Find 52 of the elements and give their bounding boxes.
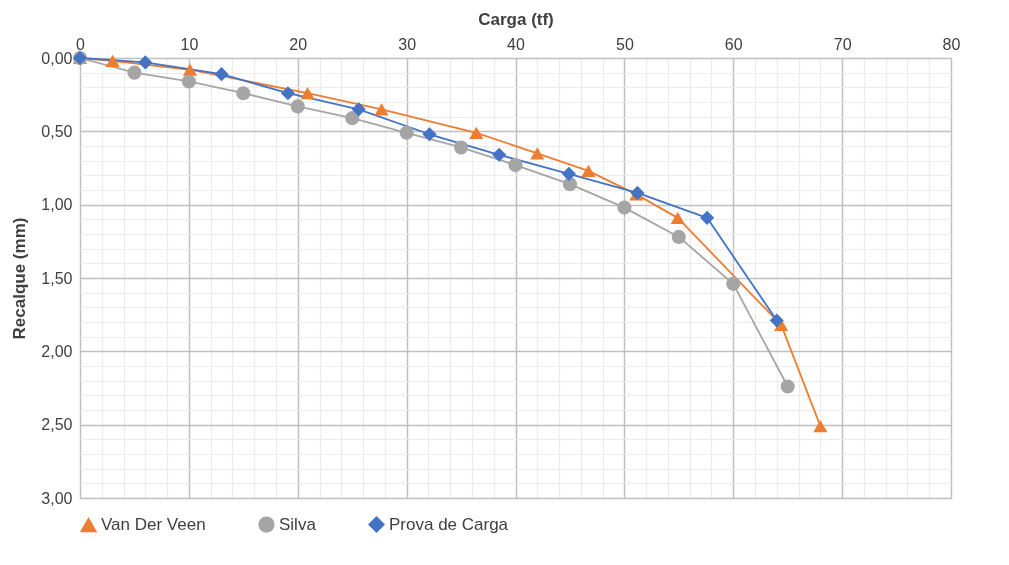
- point: [617, 200, 632, 215]
- point: [182, 63, 198, 76]
- point: [105, 54, 120, 68]
- point: [562, 177, 578, 192]
- point: [469, 126, 484, 139]
- point: [670, 211, 685, 224]
- point: [399, 125, 414, 140]
- point: [374, 103, 389, 116]
- point: [138, 55, 153, 70]
- point: [280, 86, 296, 101]
- point: [214, 67, 229, 82]
- point: [290, 99, 305, 114]
- x-tick-label: 20: [289, 35, 308, 53]
- x-tick-label: 0: [76, 35, 86, 53]
- y-tick-label: 0,00: [41, 49, 73, 67]
- x-tick-label: 70: [833, 35, 852, 53]
- point: [530, 147, 545, 160]
- point: [351, 102, 366, 117]
- point: [492, 147, 507, 162]
- point: [780, 379, 795, 394]
- y-tick-label: 1,50: [41, 269, 73, 287]
- point: [345, 111, 360, 126]
- point: [300, 87, 315, 100]
- point: [769, 313, 784, 328]
- y-tick-label: 3,00: [41, 489, 73, 507]
- point: [181, 74, 196, 89]
- x-tick-label: 80: [942, 35, 961, 53]
- point: [127, 65, 142, 80]
- y-axis-title: Recalque (mm): [10, 217, 30, 340]
- point: [581, 164, 596, 178]
- x-tick-label: 60: [724, 35, 743, 53]
- point: [700, 210, 715, 225]
- point: [236, 86, 251, 101]
- point: [561, 166, 576, 181]
- y-tick-label: 0,50: [41, 122, 73, 140]
- point: [813, 420, 828, 433]
- point: [508, 158, 523, 173]
- legend-label: Van Der Veen: [101, 515, 206, 535]
- point: [422, 127, 437, 142]
- x-tick-label: 50: [615, 35, 634, 53]
- point: [671, 229, 686, 244]
- x-axis-title: Carga (tf): [478, 9, 554, 29]
- x-tick-label: 30: [398, 35, 417, 53]
- x-tick-label: 10: [180, 35, 199, 53]
- y-tick-label: 1,00: [41, 196, 73, 214]
- y-tick-label: 2,00: [41, 342, 73, 360]
- legend-label: Prova de Carga: [389, 514, 509, 534]
- point: [726, 276, 741, 291]
- y-tick-label: 2,50: [41, 416, 73, 434]
- point: [453, 140, 469, 155]
- legend-label: Silva: [279, 514, 317, 534]
- x-tick-label: 40: [507, 35, 525, 53]
